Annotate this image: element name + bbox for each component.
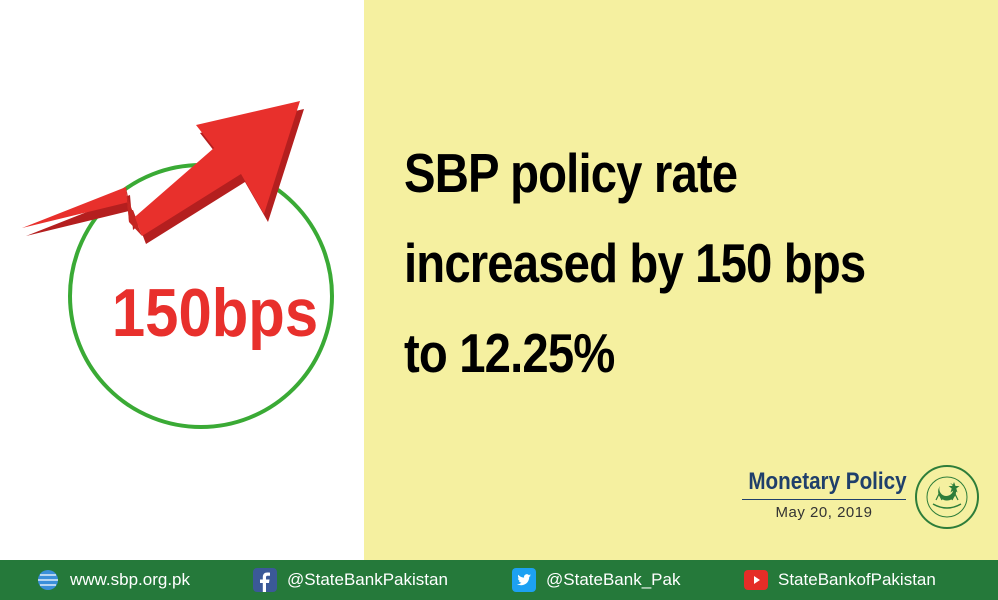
badge-text: 150bps <box>112 274 318 350</box>
headline-line-1: SBP policy rate <box>404 142 738 204</box>
youtube-link[interactable]: StateBankofPakistan <box>744 560 936 600</box>
headline-line-2: increased by 150 bps <box>404 232 866 294</box>
footer-bar: www.sbp.org.pk @StateBankPakistan @State… <box>0 560 998 600</box>
headline: SBP policy rate increased by 150 bps to … <box>404 128 903 398</box>
website-link[interactable]: www.sbp.org.pk <box>36 560 190 600</box>
right-panel <box>364 0 998 560</box>
title-divider <box>742 499 906 500</box>
facebook-icon <box>253 568 277 592</box>
rate-increase-graphic: 150bps <box>22 101 334 429</box>
youtube-icon <box>744 568 768 592</box>
website-text: www.sbp.org.pk <box>70 570 190 589</box>
policy-date: May 20, 2019 <box>775 504 873 521</box>
globe-icon <box>36 568 60 592</box>
facebook-link[interactable]: @StateBankPakistan <box>253 560 448 600</box>
twitter-handle: @StateBank_Pak <box>546 570 681 589</box>
headline-line-3: to 12.25% <box>404 322 615 384</box>
state-bank-seal-icon <box>915 465 979 529</box>
youtube-channel: StateBankofPakistan <box>778 570 936 589</box>
facebook-handle: @StateBankPakistan <box>287 570 448 589</box>
left-panel <box>0 0 364 560</box>
twitter-link[interactable]: @StateBank_Pak <box>512 560 680 600</box>
monetary-policy-title: Monetary Policy <box>748 468 907 495</box>
twitter-icon <box>512 568 536 592</box>
upward-trend-arrow-icon <box>22 101 304 244</box>
monetary-policy-block: Monetary Policy May 20, 2019 <box>736 468 912 521</box>
